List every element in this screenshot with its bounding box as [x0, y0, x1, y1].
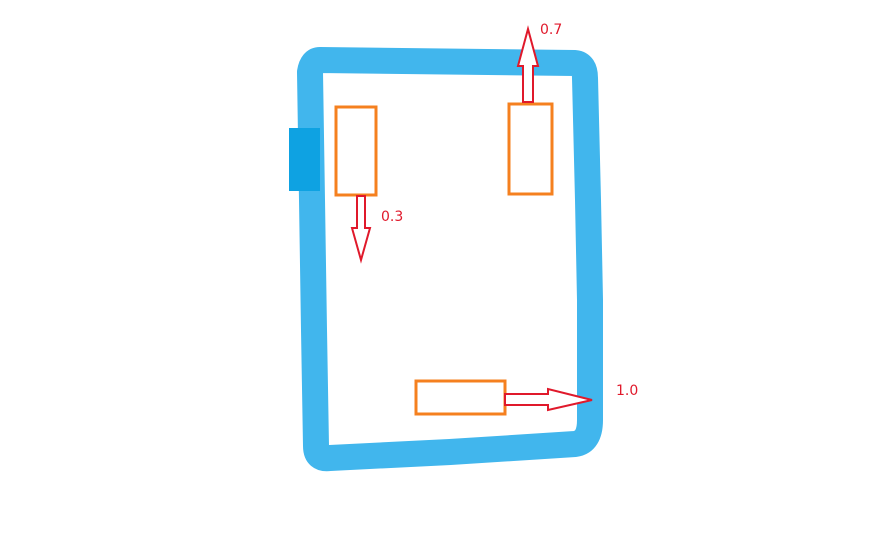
- right-block-arrow: [516, 25, 540, 103]
- bottom-block-value: 1.0: [616, 383, 638, 399]
- frame-tab: [289, 128, 320, 191]
- right-block-value: 0.7: [540, 22, 562, 38]
- bottom-block: [414, 379, 507, 416]
- left-block-arrow: [350, 195, 372, 264]
- right-block: [507, 102, 554, 196]
- bottom-block-arrow: [504, 387, 593, 412]
- left-block: [334, 105, 378, 197]
- outer-frame: [297, 47, 603, 472]
- left-block-value: 0.3: [381, 209, 403, 225]
